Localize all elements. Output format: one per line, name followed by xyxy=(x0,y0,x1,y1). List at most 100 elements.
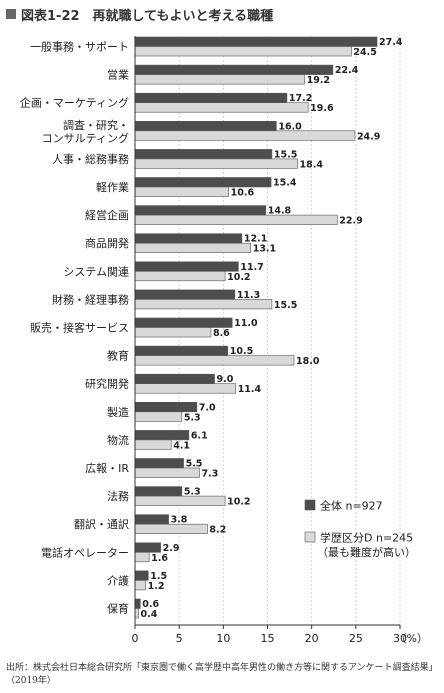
category-label: 人事・総務事務 xyxy=(52,152,129,166)
bar-all xyxy=(134,92,288,103)
data-label-all: 11.0 xyxy=(234,318,258,329)
bar-group-d xyxy=(134,495,226,506)
data-label-all: 6.1 xyxy=(191,430,208,441)
bar-group-d xyxy=(134,439,172,450)
category-labels: 一般事務・サポート営業企画・マーケティング調査・研究・コンサルティング人事・総務… xyxy=(20,40,129,616)
category-label: 調査・研究・ xyxy=(63,118,129,132)
bar-all xyxy=(134,458,184,469)
bar-all xyxy=(134,121,277,132)
bar-all xyxy=(134,542,161,553)
bar-all xyxy=(134,261,239,272)
bars: 27.424.522.419.217.219.616.024.915.518.4… xyxy=(134,36,403,620)
data-label-all: 16.0 xyxy=(278,121,302,132)
legend-label-all: 全体 n=927 xyxy=(320,499,383,513)
category-label: システム関連 xyxy=(63,264,129,278)
data-label-all: 11.3 xyxy=(237,290,260,301)
bar-all xyxy=(134,514,169,525)
data-label-group-d: 18.0 xyxy=(296,356,320,367)
bar-group-d xyxy=(134,551,150,563)
bar-group-d xyxy=(134,186,229,197)
category-label: 企画・マーケティング xyxy=(20,96,129,110)
category-label: 電話オペレーター xyxy=(41,545,129,559)
category-label: 介護 xyxy=(107,573,129,587)
data-label-all: 11.7 xyxy=(240,262,263,273)
data-label-group-d: 13.1 xyxy=(253,244,276,255)
data-label-all: 5.3 xyxy=(184,487,201,498)
bar-group-d xyxy=(134,299,273,310)
data-label-group-d: 0.4 xyxy=(141,609,158,620)
x-tick-label: 25 xyxy=(349,632,363,645)
title-marker xyxy=(6,9,16,19)
bar-group-d xyxy=(134,46,352,57)
x-tick-label: 5 xyxy=(176,632,183,645)
data-label-all: 27.4 xyxy=(379,37,403,48)
bar-all xyxy=(134,430,190,441)
category-label: 教育 xyxy=(107,349,129,363)
bar-all xyxy=(134,598,141,609)
bar-group-d xyxy=(134,214,338,225)
data-label-group-d: 24.5 xyxy=(353,47,376,58)
bar-group-d xyxy=(134,580,146,591)
data-label-group-d: 19.2 xyxy=(307,75,330,86)
data-label-group-d: 15.5 xyxy=(274,300,297,311)
bar-all xyxy=(134,64,334,75)
bar-group-d xyxy=(134,74,305,85)
data-label-group-d: 1.6 xyxy=(151,553,168,564)
category-label: 財務・経理事務 xyxy=(52,292,129,306)
data-label-group-d: 5.3 xyxy=(184,412,201,423)
data-label-all: 22.4 xyxy=(335,65,359,76)
data-label-group-d: 1.2 xyxy=(148,581,165,592)
source-note: 出所：株式会社日本総合研究所「東京圏で働く高学歴中高年男性の働き方等に関するアン… xyxy=(6,663,438,686)
category-label: 一般事務・サポート xyxy=(30,40,129,54)
data-label-group-d: 7.3 xyxy=(201,469,218,480)
data-label-group-d: 10.6 xyxy=(231,188,255,199)
category-label: 経営企画 xyxy=(85,208,129,222)
bar-all xyxy=(134,570,149,581)
bar-all xyxy=(134,177,272,188)
x-tick-label: 30 xyxy=(393,632,407,645)
bar-group-d xyxy=(134,270,226,282)
bar-group-d xyxy=(134,327,212,338)
category-label: 営業 xyxy=(107,68,129,82)
category-label: 製造 xyxy=(107,405,129,419)
data-label-all: 15.5 xyxy=(274,149,297,160)
data-label-all: 15.4 xyxy=(273,178,297,189)
category-label: 軽作業 xyxy=(96,181,129,194)
category-label: 保育 xyxy=(107,602,129,616)
x-tick-label: 20 xyxy=(305,632,319,645)
legend: 全体 n=927 学歴区分D n=245（最も難度が高い） xyxy=(304,499,416,559)
x-unit-label: （%） xyxy=(396,632,428,645)
category-label: 商品開発 xyxy=(85,236,129,250)
legend-label-group-d-note: （最も難度が高い） xyxy=(317,545,416,559)
bar-group-d xyxy=(134,130,356,141)
data-label-all: 1.5 xyxy=(150,571,167,582)
legend-swatch-group-d xyxy=(304,531,316,543)
data-label-group-d: 10.2 xyxy=(227,497,250,508)
data-label-group-d: 10.2 xyxy=(227,272,250,283)
data-label-group-d: 11.4 xyxy=(238,384,262,395)
category-label: コンサルティング xyxy=(42,131,129,145)
x-tick-label: 10 xyxy=(216,632,230,645)
data-label-group-d: 24.9 xyxy=(357,131,380,142)
category-label: 物流 xyxy=(107,433,129,447)
data-label-all: 17.2 xyxy=(289,93,312,104)
category-label: 広報・IR xyxy=(85,462,129,475)
bar-all xyxy=(134,149,273,160)
bar-all xyxy=(134,317,233,328)
bar-all xyxy=(134,401,198,413)
category-label: 翻訳・通訳 xyxy=(74,517,129,531)
bar-all xyxy=(134,345,229,356)
data-label-all: 9.0 xyxy=(217,374,234,385)
chart-title-text: 図表1-22 再就職してもよいと考える職種 xyxy=(21,8,274,24)
x-tick-label: 0 xyxy=(132,632,139,645)
bar-group-d xyxy=(134,102,309,113)
data-label-all: 0.6 xyxy=(142,599,159,610)
category-label: 法務 xyxy=(107,489,129,503)
bar-all xyxy=(134,36,378,47)
chart-title: 図表1-22 再就職してもよいと考える職種 xyxy=(6,4,273,24)
bar-group-d xyxy=(134,158,298,169)
data-label-group-d: 22.9 xyxy=(339,216,362,227)
data-label-all: 2.9 xyxy=(163,543,180,554)
data-label-group-d: 18.4 xyxy=(300,159,324,170)
